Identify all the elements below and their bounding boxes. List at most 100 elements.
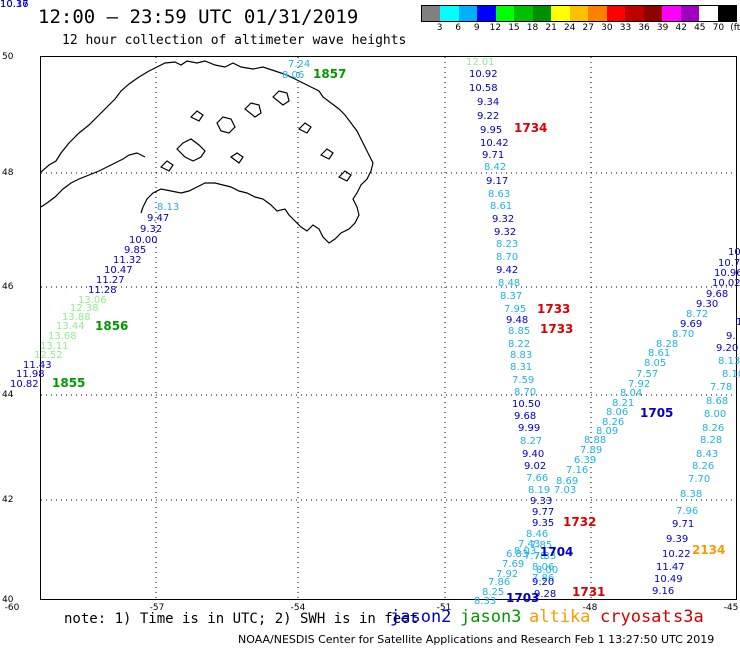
wave-height-value: 8.27 <box>520 436 543 447</box>
scale-label: 6 <box>455 23 462 33</box>
wave-height-value: 8.70 <box>514 387 537 398</box>
scale-label: 15 <box>508 23 520 33</box>
lat-label-40: 40 <box>2 595 14 605</box>
wave-height-value: 10.49 <box>654 574 683 585</box>
wave-height-value: 7.86 <box>532 573 555 584</box>
altimeter-map <box>40 56 737 600</box>
wave-height-value: 8.06 <box>282 70 305 81</box>
wave-height-value: 11.47 <box>656 562 685 573</box>
wave-height-value: 11.28 <box>88 285 117 296</box>
wave-height-value: 13.11 <box>40 341 69 352</box>
pass-time-label: 1733 <box>540 322 574 336</box>
pass-time-label: 1856 <box>95 319 129 333</box>
wave-height-value: 8.25 <box>482 587 505 598</box>
wave-height-value: 13.88 <box>62 312 91 323</box>
wave-height-value: 8.03 <box>514 546 537 557</box>
wave-height-value: 8.70 <box>672 329 695 340</box>
wave-height-value: 6.39 <box>574 455 597 466</box>
legend-cryosat: cryosat <box>600 607 672 627</box>
scale-swatch <box>699 6 718 21</box>
wave-height-value: 10. <box>736 317 740 328</box>
wave-height-value: 8.43 <box>696 449 719 460</box>
wave-height-value: 8.83 <box>510 350 533 361</box>
wave-height-value: 8.68 <box>706 396 729 407</box>
legend-jason3: jason3 <box>460 607 522 627</box>
wave-height-value: 8.33 <box>474 596 497 607</box>
wave-height-value: 7.03 <box>554 485 577 496</box>
wave-height-value: 8.48 <box>498 278 521 289</box>
wave-height-value: 8.31 <box>510 362 533 373</box>
wave-height-value: 7.33 <box>534 551 557 562</box>
wave-height-value: 9.02 <box>524 461 547 472</box>
wave-height-value: 8.28 <box>656 339 679 350</box>
wave-height-value: 9.71 <box>482 150 505 161</box>
lat-label-42: 42 <box>2 495 14 505</box>
scale-swatch <box>422 6 441 21</box>
wave-height-value: 13.68 <box>48 331 77 342</box>
wave-height-value: 7.85 <box>530 540 553 551</box>
wave-height-value: 7.86 <box>488 577 511 588</box>
scale-swatch <box>495 6 515 21</box>
scale-swatch <box>477 6 496 21</box>
coastline-and-grid <box>41 57 736 599</box>
scale-label: 24 <box>563 23 576 33</box>
wave-height-value: 9.39 <box>666 534 689 545</box>
wave-height-value: 9.99 <box>518 423 541 434</box>
wave-height-value: 8.09 <box>596 426 619 437</box>
wave-height-value: 7.24 <box>288 59 311 70</box>
wave-height-value: 10.42 <box>480 138 509 149</box>
lat-label-44: 44 <box>2 390 14 400</box>
wave-height-value: 8.28 <box>700 435 723 446</box>
scale-label: (ft) <box>730 23 740 33</box>
wave-height-value: 9.32 <box>140 224 163 235</box>
pass-time-label: 1855 <box>52 376 86 390</box>
wave-height-value: 8.19 <box>528 485 551 496</box>
graticule <box>41 57 736 599</box>
pass-time-label: 1731 <box>572 585 606 599</box>
wave-height-value: 6.83 <box>506 549 529 560</box>
lon-label-51: -51 <box>436 603 452 613</box>
wave-height-value: 10.8 <box>728 247 740 258</box>
scale-swatch <box>551 6 570 21</box>
wave-height-value: 8.61 <box>490 201 513 212</box>
scale-swatch <box>440 6 459 21</box>
wave-height-value: 8.46 <box>526 529 549 540</box>
wave-height-value: 10.00 <box>129 235 158 246</box>
wave-height-value: 12.38 <box>70 303 99 314</box>
wave-height-value: 9.16 <box>652 586 675 597</box>
wave-height-value: 13.06 <box>78 295 107 306</box>
wave-height-value: 8.85 <box>508 326 531 337</box>
wave-height-value: 9.20 <box>532 577 555 588</box>
wave-height-value: 8.26 <box>602 417 625 428</box>
wave-height-value: 13.44 <box>56 321 85 332</box>
wave-height-value: 7.69 <box>502 559 525 570</box>
legend-jason2: jason2 <box>390 607 452 627</box>
wave-height-value: 9.77 <box>532 507 555 518</box>
wave-height-value: 11.27 <box>96 275 125 286</box>
wave-height-value: 8.06 <box>532 562 555 573</box>
lon-label-57: -57 <box>149 603 165 613</box>
scale-swatch <box>514 6 533 21</box>
legend-s3a: s3a <box>673 607 704 627</box>
wave-height-value: 10.75 <box>718 258 740 269</box>
scale-swatch <box>569 6 589 21</box>
pass-time-label: 1703 <box>506 591 540 605</box>
scale-label: 9 <box>473 23 480 33</box>
wave-height-value: 9.35 <box>532 518 555 529</box>
wave-height-value: 8.26 <box>702 423 725 434</box>
wave-height-value: 7.89 <box>580 445 603 456</box>
wave-height-value: 8.61 <box>648 348 671 359</box>
lat-label-46: 46 <box>2 282 14 292</box>
wave-height-value: 8.00 <box>536 565 559 576</box>
wave-height-value: 9.34 <box>477 97 500 108</box>
wave-height-value: 8.63 <box>488 189 511 200</box>
scale-label: 45 <box>694 23 706 33</box>
pass-time-label: 1732 <box>563 515 597 529</box>
wave-height-value: 8.00 <box>704 409 727 420</box>
wave-height-value: 7.96 <box>676 506 699 517</box>
wave-height-value: 9.48 <box>506 315 529 326</box>
wave-height-value: 8.42 <box>484 162 507 173</box>
scale-label: 12 <box>489 23 502 33</box>
wave-height-value: 8.72 <box>686 309 709 320</box>
